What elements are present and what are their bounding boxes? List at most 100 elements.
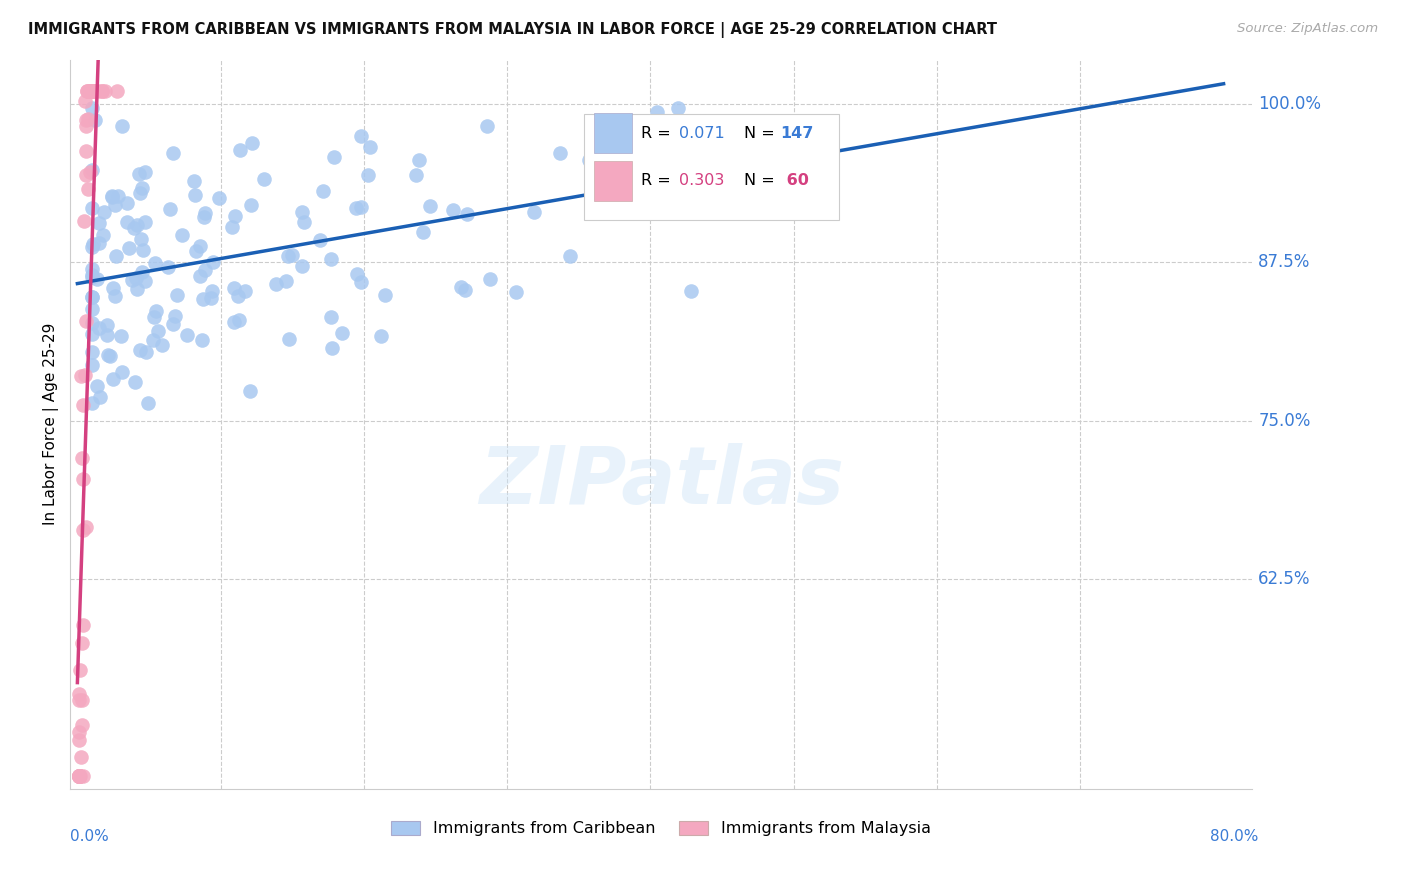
Point <box>80 84 103 98</box>
Point <box>277 249 299 263</box>
Point <box>135 344 157 359</box>
Point <box>76 84 98 98</box>
Point <box>176 328 198 343</box>
Point <box>479 272 502 286</box>
Point <box>80 326 103 341</box>
Point <box>240 198 263 212</box>
Point <box>80 289 103 303</box>
Point <box>76 112 98 127</box>
Point <box>86 378 108 392</box>
Point <box>184 244 207 258</box>
Point <box>134 215 156 229</box>
Point <box>229 143 252 157</box>
Point <box>811 138 834 153</box>
Point <box>321 341 343 355</box>
Point <box>89 390 111 404</box>
Point <box>90 84 112 98</box>
Point <box>94 84 117 98</box>
Point <box>124 375 146 389</box>
Point <box>350 275 373 289</box>
Point <box>142 333 165 347</box>
Point <box>115 215 138 229</box>
FancyBboxPatch shape <box>593 161 633 201</box>
Point <box>233 285 256 299</box>
Point <box>111 119 134 133</box>
Point <box>128 343 150 357</box>
Text: 0.303: 0.303 <box>679 173 724 188</box>
Point <box>128 167 150 181</box>
Point <box>67 769 90 783</box>
Point <box>80 345 103 359</box>
Point <box>319 252 342 266</box>
Point <box>349 128 371 143</box>
Point <box>84 113 107 128</box>
Point <box>253 171 276 186</box>
Point <box>80 84 103 98</box>
Point <box>191 292 214 306</box>
Point <box>131 265 153 279</box>
Point <box>194 263 217 277</box>
Point <box>666 101 689 115</box>
Point <box>104 198 127 212</box>
Point <box>122 221 145 235</box>
Point <box>505 285 527 300</box>
Point <box>67 769 90 783</box>
Point <box>80 270 103 285</box>
Point <box>80 101 103 115</box>
Point <box>668 120 690 134</box>
Point <box>408 153 430 167</box>
Point <box>583 190 606 204</box>
Point <box>67 769 90 783</box>
Point <box>184 187 207 202</box>
Point <box>441 202 464 217</box>
Point <box>72 523 94 537</box>
Point <box>80 302 103 317</box>
Point <box>125 218 148 232</box>
Point <box>228 312 250 326</box>
Point <box>163 309 186 323</box>
Point <box>67 732 90 747</box>
Point <box>118 241 141 255</box>
Point <box>101 189 124 203</box>
Point <box>104 289 127 303</box>
Point <box>79 84 101 98</box>
Point <box>67 769 90 783</box>
Text: 100.0%: 100.0% <box>1258 95 1322 113</box>
Point <box>67 769 90 783</box>
Point <box>86 272 108 286</box>
Point <box>83 84 105 98</box>
Point <box>96 318 118 332</box>
Point <box>80 268 103 282</box>
Point <box>89 320 111 334</box>
Text: 62.5%: 62.5% <box>1258 570 1310 589</box>
Point <box>69 663 91 677</box>
Point <box>645 105 668 120</box>
Point <box>350 201 373 215</box>
Point <box>75 144 97 158</box>
Point <box>80 261 103 276</box>
Point <box>291 205 314 219</box>
Point <box>75 168 97 182</box>
Point <box>183 174 205 188</box>
Point <box>70 636 93 650</box>
Text: 147: 147 <box>780 126 814 141</box>
Point <box>80 359 103 373</box>
Point <box>80 84 103 98</box>
Point <box>188 238 211 252</box>
Point <box>72 472 94 486</box>
Point <box>76 181 98 195</box>
Point <box>101 190 124 204</box>
Point <box>67 692 90 706</box>
Point <box>98 350 121 364</box>
Point <box>157 260 180 274</box>
Point <box>281 247 304 261</box>
Text: IMMIGRANTS FROM CARIBBEAN VS IMMIGRANTS FROM MALAYSIA IN LABOR FORCE | AGE 25-29: IMMIGRANTS FROM CARIBBEAN VS IMMIGRANTS … <box>28 22 997 38</box>
Point <box>70 693 93 707</box>
Point <box>93 204 115 219</box>
Point <box>456 207 478 221</box>
Point <box>125 281 148 295</box>
Point <box>80 162 103 177</box>
Point <box>548 146 571 161</box>
Point <box>159 202 181 217</box>
Point <box>67 725 90 739</box>
